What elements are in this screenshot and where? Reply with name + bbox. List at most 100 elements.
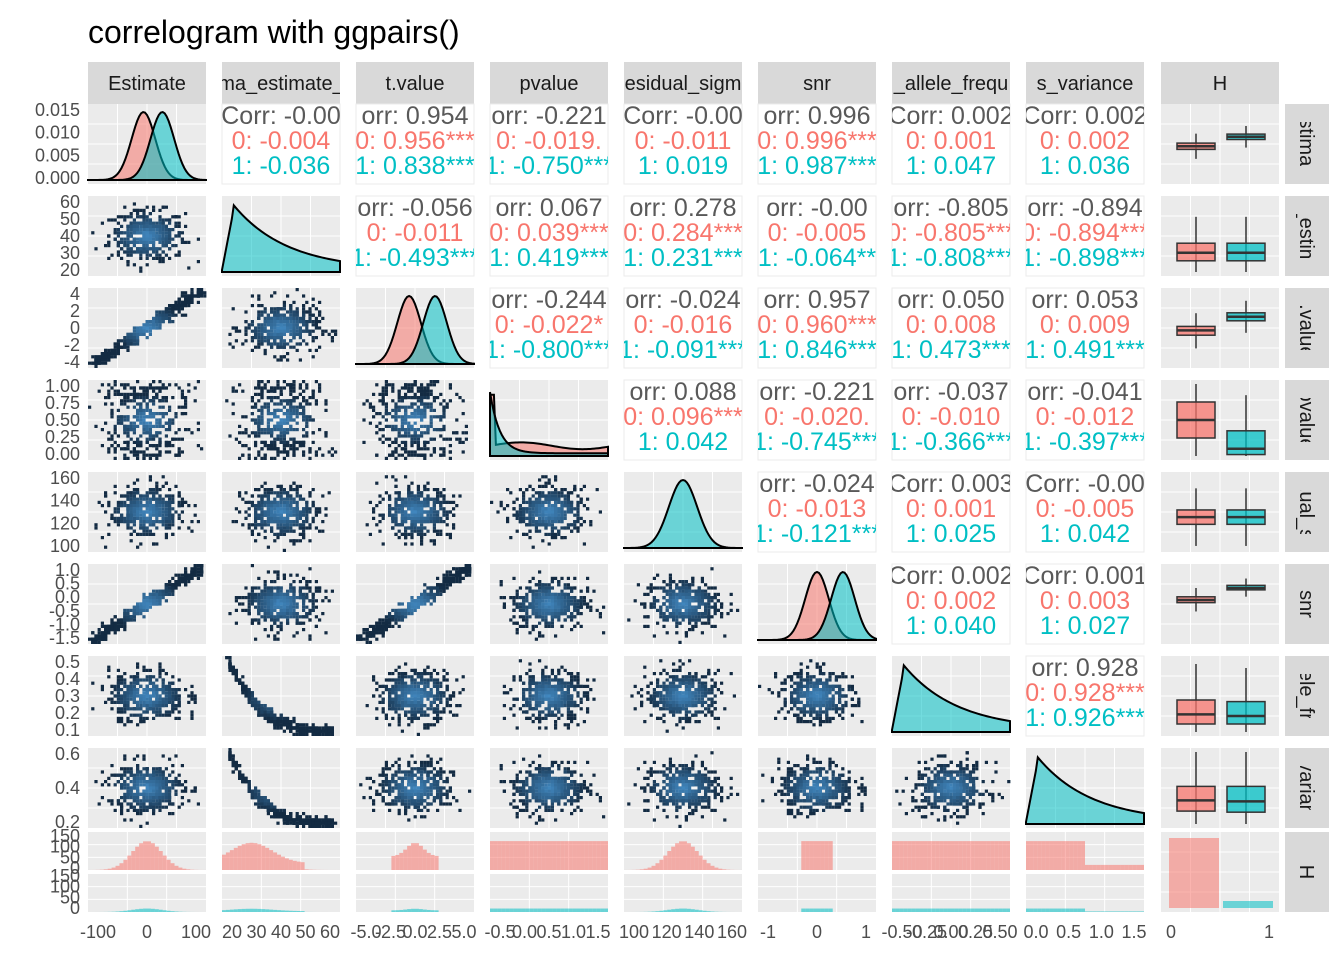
hex-cell xyxy=(282,529,286,533)
hex-cell xyxy=(576,504,580,508)
hex-cell xyxy=(420,529,424,533)
hex-cell xyxy=(432,513,436,517)
hex-cell xyxy=(266,421,270,425)
hex-cell xyxy=(136,392,140,396)
hex-cell xyxy=(302,380,306,384)
hex-cell xyxy=(158,497,162,501)
hex-cell xyxy=(270,316,274,320)
hex-cell xyxy=(116,221,120,225)
hex-cell xyxy=(104,355,108,359)
corr-group0-label: 0: -0.019. xyxy=(496,127,602,155)
hex-cell xyxy=(324,402,328,406)
hex-cell xyxy=(292,507,296,511)
hex-cell xyxy=(113,631,117,635)
hex-cell xyxy=(152,589,156,593)
hex-cell xyxy=(263,431,267,435)
hex-cell xyxy=(305,326,309,330)
hex-cell xyxy=(139,326,143,330)
hex-cell xyxy=(413,412,417,416)
hex-cell xyxy=(276,323,280,327)
hex-cell xyxy=(168,240,172,244)
hex-cell xyxy=(152,205,156,209)
hex-cell xyxy=(298,516,302,520)
hex-cell xyxy=(180,392,184,396)
hex-cell xyxy=(91,637,95,641)
hex-cell xyxy=(120,224,124,228)
hex-cell xyxy=(292,300,296,304)
hex-cell xyxy=(158,602,162,606)
hex-cell xyxy=(289,494,293,498)
hex-cell xyxy=(257,297,261,301)
hex-cell xyxy=(298,412,302,416)
hex-cell xyxy=(132,339,136,343)
hex-cell xyxy=(426,497,430,501)
hex-cell xyxy=(142,326,146,330)
hex-cell xyxy=(279,402,283,406)
hex-cell xyxy=(381,386,385,390)
hex-cell xyxy=(257,488,261,492)
hex-cell xyxy=(279,497,283,501)
hex-cell xyxy=(97,500,101,504)
hex-cell xyxy=(171,418,175,422)
hex-cell xyxy=(139,215,143,219)
hex-cell xyxy=(132,507,136,511)
hex-cell xyxy=(273,402,277,406)
hex-cell xyxy=(442,428,446,432)
hex-cell xyxy=(375,504,379,508)
hex-cell xyxy=(247,526,251,530)
hex-cell xyxy=(164,316,168,320)
hex-cell xyxy=(116,444,120,448)
hex-cell xyxy=(177,310,181,314)
hex-cell xyxy=(534,491,538,495)
hex-cell xyxy=(266,500,270,504)
hex-cell xyxy=(238,602,242,606)
hex-cell xyxy=(148,228,152,232)
hex-cell xyxy=(321,316,325,320)
hex-cell xyxy=(257,383,261,387)
hex-cell xyxy=(260,342,264,346)
hex-cell xyxy=(416,434,420,438)
hex-cell xyxy=(289,402,293,406)
hex-cell xyxy=(566,500,570,504)
hex-cell xyxy=(266,320,270,324)
corr-overall-label: orr: 0.278 xyxy=(629,194,736,222)
hex-cell xyxy=(554,504,558,508)
hex-cell xyxy=(113,218,117,222)
hex-cell xyxy=(547,478,551,482)
corr-group0-label: 0: -0.011 xyxy=(635,127,732,155)
hex-cell xyxy=(148,415,152,419)
hex-cell xyxy=(152,316,156,320)
hex-cell xyxy=(158,437,162,441)
hex-cell xyxy=(289,307,293,311)
hex-cell xyxy=(126,247,130,251)
hex-cell xyxy=(129,424,133,428)
hex-cell xyxy=(200,288,204,292)
hex-cell xyxy=(282,548,286,552)
hex-cell xyxy=(238,383,242,387)
hex-cell xyxy=(442,510,446,514)
hex-cell xyxy=(132,389,136,393)
hex-cell xyxy=(247,592,251,596)
hex-cell xyxy=(384,402,388,406)
corr-group1-label: 1: -0.397*** xyxy=(1021,428,1149,456)
hex-cell xyxy=(123,205,127,209)
hex-cell xyxy=(126,418,130,422)
hex-cell xyxy=(436,497,440,501)
hex-cell xyxy=(554,497,558,501)
hex-cell xyxy=(413,500,417,504)
hex-cell xyxy=(432,488,436,492)
hex-cell xyxy=(270,500,274,504)
hex-cell xyxy=(123,440,127,444)
hex-cell xyxy=(282,497,286,501)
hex-cell xyxy=(190,520,194,524)
hex-cell xyxy=(298,539,302,543)
hex-cell xyxy=(171,437,175,441)
hex-cell xyxy=(279,424,283,428)
hex-cell xyxy=(164,504,168,508)
corr-group1-label: 1: 0.838*** xyxy=(355,152,475,180)
hex-cell xyxy=(302,608,306,612)
hex-cell xyxy=(276,316,280,320)
hex-cell xyxy=(145,234,149,238)
hex-cell xyxy=(420,402,424,406)
hex-cell xyxy=(164,589,168,593)
